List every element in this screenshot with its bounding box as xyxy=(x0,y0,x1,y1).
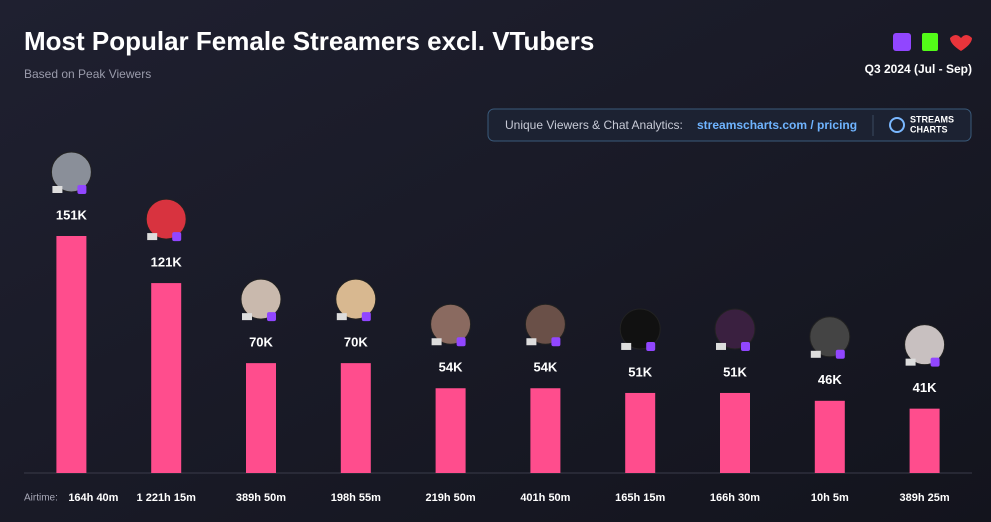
platform-badge xyxy=(77,185,87,194)
platform-badge xyxy=(835,349,845,359)
bar xyxy=(720,392,750,473)
bar xyxy=(530,388,561,473)
value-label: 51K xyxy=(723,364,747,379)
banner-text: Unique Viewers & Chat Analytics: xyxy=(505,118,683,132)
x-tick-label: 198h 55m xyxy=(331,492,381,504)
flag xyxy=(621,342,632,350)
platform-badge xyxy=(456,337,466,347)
platform-badge xyxy=(646,341,656,351)
flag xyxy=(336,313,347,321)
flag xyxy=(905,358,916,366)
flag xyxy=(242,313,252,321)
chart-title: Most Popular Female Streamers excl. VTub… xyxy=(24,26,594,56)
flag xyxy=(52,186,63,193)
platform-badge xyxy=(930,357,940,367)
avatar xyxy=(145,198,187,240)
x-tick-label: 401h 50m xyxy=(520,492,570,504)
brand-logo xyxy=(889,117,905,133)
kick-icon xyxy=(922,33,938,51)
value-label: 121K xyxy=(151,255,183,270)
value-label: 54K xyxy=(439,360,463,375)
value-label: 46K xyxy=(818,372,842,387)
flag xyxy=(716,342,726,350)
platform-badge xyxy=(741,341,750,351)
value-label: 70K xyxy=(249,335,273,350)
brand-word: CHARTS xyxy=(910,124,948,134)
chart-subtitle: Based on Peak Viewers xyxy=(24,67,151,81)
bar xyxy=(56,236,87,473)
x-tick-label: 389h 50m xyxy=(236,492,286,504)
twitch-icon xyxy=(893,33,911,51)
x-tick-label: 219h 50m xyxy=(426,492,476,504)
period: Q3 2024 (Jul - Sep) xyxy=(865,62,972,76)
x-tick-label: 165h 15m xyxy=(615,492,665,504)
avatar xyxy=(50,151,92,193)
platform-badge xyxy=(361,312,371,322)
bar xyxy=(625,392,656,473)
x-tick-label: 1 221h 15m xyxy=(137,492,197,504)
banner-link[interactable]: streamscharts.com / pricing xyxy=(697,118,857,132)
x-tick-label: 389h 25m xyxy=(900,492,950,504)
bar xyxy=(814,400,845,473)
bar xyxy=(151,283,182,473)
brand-word: STREAMS xyxy=(910,114,954,124)
value-label: 54K xyxy=(533,360,557,375)
value-label: 41K xyxy=(913,380,937,395)
flag xyxy=(526,338,537,346)
flag xyxy=(147,233,158,241)
avatar xyxy=(524,303,566,345)
value-label: 151K xyxy=(56,207,88,222)
avatar xyxy=(904,324,946,366)
avatar xyxy=(714,308,756,350)
flag xyxy=(431,338,442,346)
flag xyxy=(810,350,821,358)
value-label: 51K xyxy=(628,364,652,379)
avatar xyxy=(335,278,377,320)
x-tick-label: 10h 5m xyxy=(811,492,849,504)
avatar xyxy=(430,303,472,345)
x-tick-label: 164h 40m xyxy=(68,492,118,504)
banner xyxy=(487,108,972,142)
avatar xyxy=(809,316,851,358)
value-label: 70K xyxy=(344,335,368,350)
platform-badge xyxy=(267,312,276,322)
x-tick-label: 166h 30m xyxy=(710,492,760,504)
bar xyxy=(246,363,276,473)
avatar xyxy=(619,308,661,350)
bar xyxy=(340,363,371,473)
platform-badge xyxy=(172,232,182,242)
heart-icon xyxy=(950,35,972,51)
x-axis-label: Airtime: xyxy=(24,493,58,504)
bar xyxy=(909,408,940,473)
avatar xyxy=(240,278,282,320)
platform-badge xyxy=(551,337,561,347)
bar xyxy=(435,388,466,473)
